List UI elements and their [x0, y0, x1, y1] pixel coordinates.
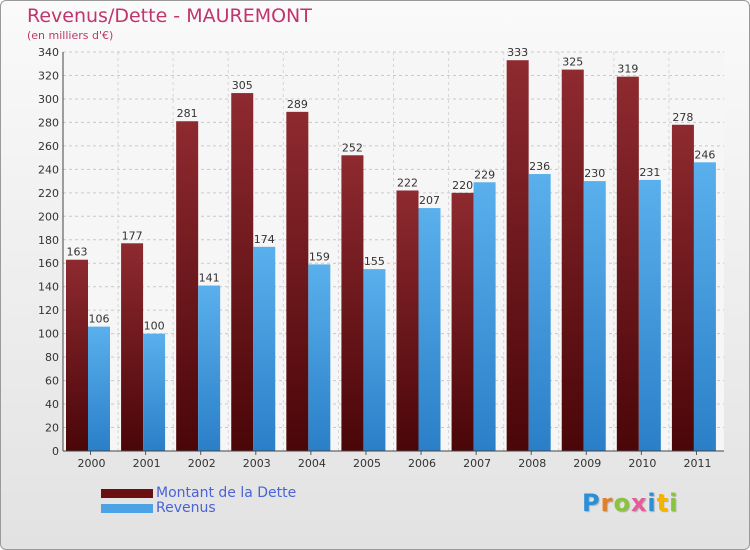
- bar-dette: [66, 259, 88, 451]
- grid-layer: [63, 51, 724, 452]
- logo-letter: o: [613, 489, 631, 517]
- bar-dette: [286, 111, 309, 451]
- value-label-revenus: 106: [89, 313, 110, 326]
- y-tick-label: 40: [45, 398, 59, 411]
- y-tick-label: 240: [38, 163, 59, 176]
- y-tick-label: 260: [38, 140, 59, 153]
- x-tick-label: 2005: [353, 457, 381, 470]
- x-tick-label: 2007: [463, 457, 491, 470]
- value-label-revenus: 100: [144, 320, 165, 333]
- value-label-revenus: 229: [474, 168, 495, 181]
- y-tick-label: 80: [45, 351, 59, 364]
- value-label-dette: 281: [177, 107, 198, 120]
- logo-letter: i: [647, 489, 657, 517]
- logo-letter: t: [656, 489, 670, 517]
- value-label-dette: 325: [562, 56, 583, 69]
- value-label-revenus: 246: [694, 148, 715, 161]
- bar-dette: [231, 93, 254, 451]
- value-label-dette: 278: [672, 111, 693, 124]
- value-label-dette: 222: [397, 176, 418, 189]
- x-tick-label: 2008: [518, 457, 546, 470]
- y-tick-label: 160: [38, 257, 59, 270]
- bars-layer: [66, 60, 716, 452]
- bar-dette: [121, 243, 144, 451]
- chart-subtitle: (en milliers d'€): [27, 29, 114, 42]
- legend-label-dette: Montant de la Dette: [156, 485, 297, 501]
- value-label-dette: 177: [122, 229, 143, 242]
- value-label-dette: 333: [507, 46, 528, 59]
- x-tick-label: 2009: [573, 457, 601, 470]
- legend-swatch-dette: [101, 489, 153, 498]
- y-tick-label: 140: [38, 281, 59, 294]
- y-tick-label: 320: [38, 69, 59, 82]
- value-label-dette: 163: [67, 246, 88, 259]
- bar-revenus: [88, 326, 110, 451]
- bar-dette: [451, 192, 474, 451]
- value-label-revenus: 159: [309, 250, 330, 263]
- legend-swatch-revenus: [101, 504, 153, 513]
- bar-revenus: [473, 182, 496, 451]
- bar-dette: [671, 124, 694, 452]
- bar-dette: [176, 121, 199, 452]
- y-tick-label: 0: [52, 445, 59, 458]
- y-tick-label: 180: [38, 234, 59, 247]
- x-tick-label: 2001: [133, 457, 161, 470]
- bar-revenus: [143, 333, 166, 451]
- y-tick-label: 280: [38, 116, 59, 129]
- bar-dette: [616, 76, 639, 452]
- y-tick-label: 220: [38, 187, 59, 200]
- value-label-revenus: 155: [364, 255, 385, 268]
- value-labels-layer: 1631061771002811413051742891592521552222…: [67, 46, 716, 332]
- value-label-dette: 220: [452, 179, 473, 192]
- logo-letter: P: [582, 489, 601, 517]
- logo-letter: i: [669, 489, 679, 517]
- bar-revenus: [693, 162, 716, 451]
- bar-dette: [341, 155, 364, 452]
- value-label-dette: 319: [617, 63, 638, 76]
- chart-title: Revenus/Dette - MAUREMONT: [27, 5, 312, 27]
- value-label-revenus: 230: [584, 167, 605, 180]
- legend-label-revenus: Revenus: [156, 500, 216, 516]
- bar-revenus: [363, 269, 386, 451]
- value-label-dette: 252: [342, 141, 363, 154]
- value-label-dette: 289: [287, 98, 308, 111]
- y-tick-label: 300: [38, 93, 59, 106]
- bar-revenus: [418, 208, 441, 451]
- bar-revenus: [198, 285, 221, 451]
- x-tick-label: 2011: [683, 457, 711, 470]
- bar-revenus: [308, 264, 331, 451]
- proxiti-logo: Proxiti: [582, 489, 678, 517]
- bar-revenus: [638, 179, 661, 451]
- bar-dette: [506, 60, 529, 451]
- y-tick-label: 340: [38, 46, 59, 59]
- y-tick-label: 100: [38, 328, 59, 341]
- bar-dette: [396, 190, 419, 451]
- logo-letter: x: [630, 489, 648, 517]
- y-tick-label: 20: [45, 422, 59, 435]
- x-tick-label: 2000: [78, 457, 106, 470]
- value-label-dette: 305: [232, 79, 253, 92]
- x-tick-label: 2006: [408, 457, 436, 470]
- value-label-revenus: 141: [199, 272, 220, 285]
- bar-revenus: [253, 246, 276, 451]
- y-tick-label: 120: [38, 304, 59, 317]
- bar-dette: [561, 69, 584, 452]
- x-tick-label: 2010: [628, 457, 656, 470]
- bar-revenus: [528, 174, 551, 451]
- value-label-revenus: 236: [529, 160, 550, 173]
- bar-revenus: [583, 181, 606, 451]
- value-label-revenus: 207: [419, 194, 440, 207]
- x-tick-label: 2002: [188, 457, 216, 470]
- x-tick-label: 2004: [298, 457, 326, 470]
- y-tick-label: 60: [45, 375, 59, 388]
- axis-layer: 0 20 40 60 80 100 120 140 160 180 200 220 240 260 280 3…: [38, 46, 724, 470]
- logo-letter: r: [600, 489, 614, 517]
- x-tick-label: 2003: [243, 457, 271, 470]
- y-tick-label: 200: [38, 210, 59, 223]
- value-label-revenus: 231: [639, 166, 660, 179]
- value-label-revenus: 174: [254, 233, 275, 246]
